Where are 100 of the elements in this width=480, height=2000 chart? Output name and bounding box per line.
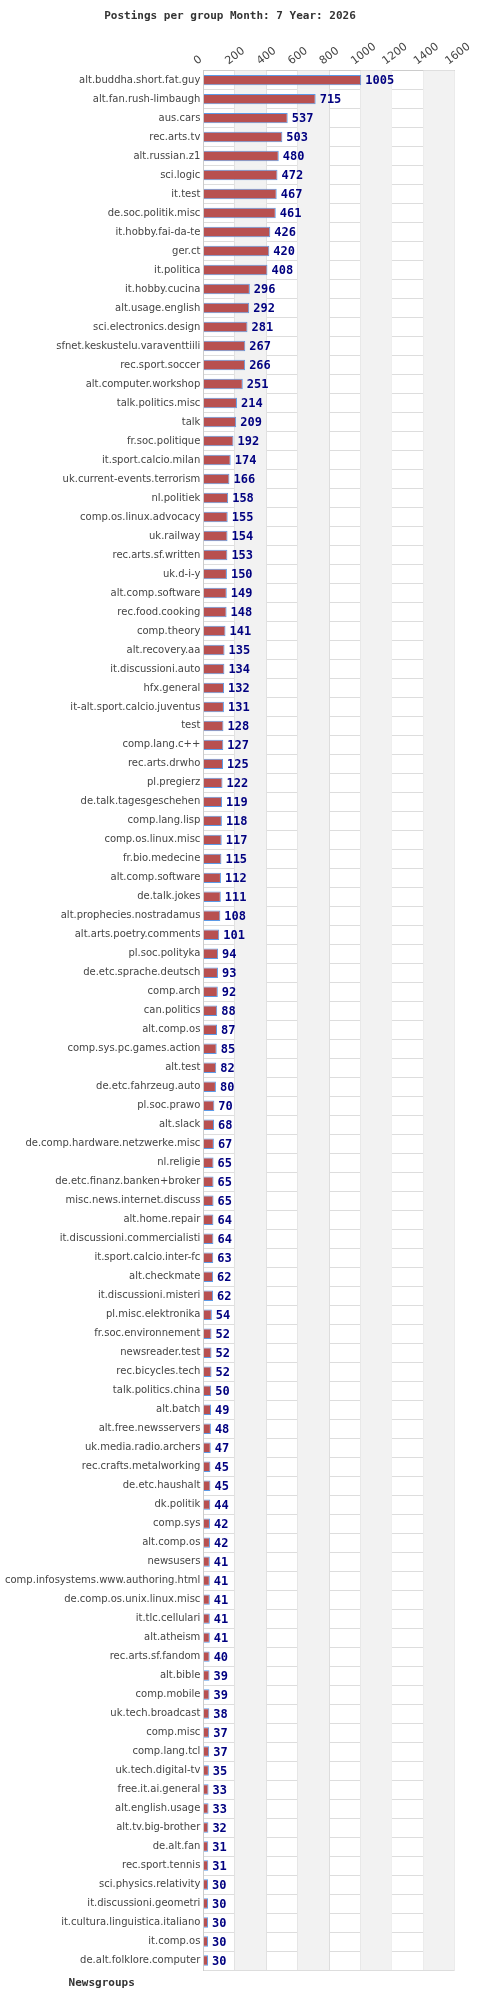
- data-label: 42: [213, 1535, 229, 1550]
- y-tick-label: rec.bicycles.tech: [116, 1365, 201, 1377]
- y-tick-label: nl.politiek: [151, 491, 201, 503]
- data-label: 70: [218, 1098, 233, 1113]
- y-tick-label: de.etc.finanz.banken+broker: [55, 1175, 202, 1187]
- y-tick-label: alt.comp.os: [142, 1536, 201, 1548]
- y-tick-label: sci.physics.relativity: [99, 1878, 201, 1890]
- data-label: 192: [237, 434, 260, 449]
- data-label: 50: [215, 1383, 230, 1398]
- y-tick-label: alt.slack: [158, 1118, 201, 1130]
- y-tick-label: uk.d-i-y: [162, 567, 201, 579]
- data-label: 88: [221, 1003, 236, 1018]
- y-tick-label: de.etc.fahrzeug.auto: [96, 1080, 201, 1092]
- y-tick-label: sci.logic: [160, 168, 201, 180]
- y-tick-label: rec.arts.drwho: [127, 757, 201, 769]
- y-tick-label: alt.russian.z1: [133, 149, 201, 161]
- data-label: 62: [217, 1269, 232, 1284]
- y-tick-label: can.politics: [143, 1004, 201, 1016]
- data-label: 30: [212, 1915, 227, 1930]
- data-label: 31: [212, 1839, 227, 1854]
- data-label: 281: [251, 320, 274, 335]
- data-label: 64: [217, 1231, 232, 1246]
- y-tick-label: it.cultura.linguistica.italiano: [61, 1916, 201, 1928]
- y-tick-label: aus.cars: [158, 111, 201, 123]
- data-label: 41: [213, 1592, 229, 1607]
- y-tick-label: alt.comp.os: [142, 1023, 201, 1035]
- data-label: 49: [215, 1402, 230, 1417]
- y-tick-label: alt.computer.workshop: [85, 377, 201, 389]
- data-label: 537: [291, 111, 314, 126]
- y-tick-label: test: [181, 719, 201, 731]
- y-tick-label: comp.lang.tcl: [132, 1745, 201, 1757]
- y-tick-label: rec.crafts.metalworking: [81, 1460, 201, 1472]
- y-tick-label: it.discussioni.auto: [110, 662, 201, 674]
- data-label: 45: [214, 1478, 229, 1493]
- data-label: 41: [213, 1573, 229, 1588]
- data-label: 1005: [365, 73, 395, 88]
- y-tick-label: alt.checkmate: [129, 1270, 201, 1282]
- data-label: 296: [253, 282, 276, 297]
- y-tick-label: alt.tv.big-brother: [116, 1821, 202, 1833]
- data-label: 33: [212, 1782, 227, 1797]
- y-tick-label: comp.sys.pc.games.action: [67, 1042, 201, 1054]
- data-label: 141: [229, 624, 252, 639]
- y-tick-label: comp.infosystems.www.authoring.html: [4, 1574, 201, 1586]
- y-tick-label: pl.soc.prawo: [137, 1099, 201, 1111]
- data-label: 94: [222, 946, 237, 961]
- y-tick-label: uk.railway: [149, 529, 201, 541]
- y-tick-label: alt.fan.rush-limbaugh: [92, 92, 201, 104]
- data-label: 426: [274, 225, 296, 240]
- data-label: 715: [319, 92, 342, 107]
- y-tick-label: de.talk.tagesgeschehen: [80, 795, 201, 807]
- data-label: 158: [232, 491, 254, 506]
- data-label: 52: [215, 1326, 230, 1341]
- data-label: 64: [217, 1212, 232, 1227]
- data-label: 40: [213, 1649, 229, 1664]
- data-label: 266: [249, 358, 271, 373]
- y-tick-label: alt.buddha.short.fat.guy: [79, 73, 201, 85]
- y-tick-label: alt.comp.software: [110, 586, 201, 598]
- y-tick-label: de.etc.haushalt: [122, 1479, 201, 1491]
- y-tick-label: alt.bible: [159, 1669, 201, 1681]
- data-label: 127: [227, 738, 249, 753]
- y-tick-label: alt.test: [165, 1061, 201, 1073]
- data-label: 41: [213, 1611, 229, 1626]
- data-label: 87: [221, 1022, 236, 1037]
- data-label: 128: [227, 719, 250, 734]
- chart-title: Postings per group Month: 7 Year: 2026: [104, 9, 357, 23]
- y-tick-label: it.comp.os: [148, 1935, 201, 1947]
- y-tick-label: pl.pregierz: [147, 776, 201, 788]
- data-label: 503: [286, 130, 309, 145]
- data-label: 68: [218, 1117, 233, 1132]
- y-tick-label: comp.os.linux.misc: [104, 833, 201, 845]
- data-label: 117: [225, 832, 248, 847]
- y-tick-label: rec.food.cooking: [117, 605, 201, 617]
- data-label: 92: [221, 984, 237, 999]
- y-tick-label: fr.bio.medecine: [123, 852, 201, 864]
- data-label: 48: [214, 1421, 230, 1436]
- data-label: 82: [220, 1060, 235, 1075]
- data-label: 135: [228, 643, 251, 658]
- y-tick-label: alt.prophecies.nostradamus: [60, 909, 201, 921]
- y-tick-label: newsusers: [147, 1555, 201, 1567]
- y-tick-label: alt.batch: [156, 1403, 201, 1415]
- data-label: 65: [217, 1174, 233, 1189]
- data-label: 472: [281, 168, 304, 183]
- data-label: 41: [213, 1554, 229, 1569]
- data-label: 44: [214, 1497, 229, 1512]
- data-label: 125: [226, 757, 249, 772]
- x-tick-label: 800: [316, 43, 342, 68]
- data-label: 47: [214, 1440, 230, 1455]
- y-tick-label: uk.current-events.terrorism: [62, 472, 201, 484]
- data-label: 85: [220, 1041, 236, 1056]
- y-tick-label: it.tlc.cellulari: [135, 1612, 201, 1624]
- y-tick-label: rec.sport.tennis: [121, 1859, 201, 1871]
- data-label: 467: [280, 187, 303, 202]
- y-tick-label: comp.os.linux.advocacy: [80, 510, 201, 522]
- data-label: 209: [240, 415, 262, 430]
- y-tick-label: rec.arts.sf.written: [112, 548, 201, 560]
- y-tick-label: it.discussioni.commercialisti: [59, 1232, 201, 1244]
- y-tick-label: free.it.ai.general: [117, 1783, 201, 1795]
- data-label: 65: [217, 1155, 233, 1170]
- y-tick-label: misc.news.internet.discuss: [65, 1194, 201, 1206]
- x-tick-label: 200: [222, 43, 248, 68]
